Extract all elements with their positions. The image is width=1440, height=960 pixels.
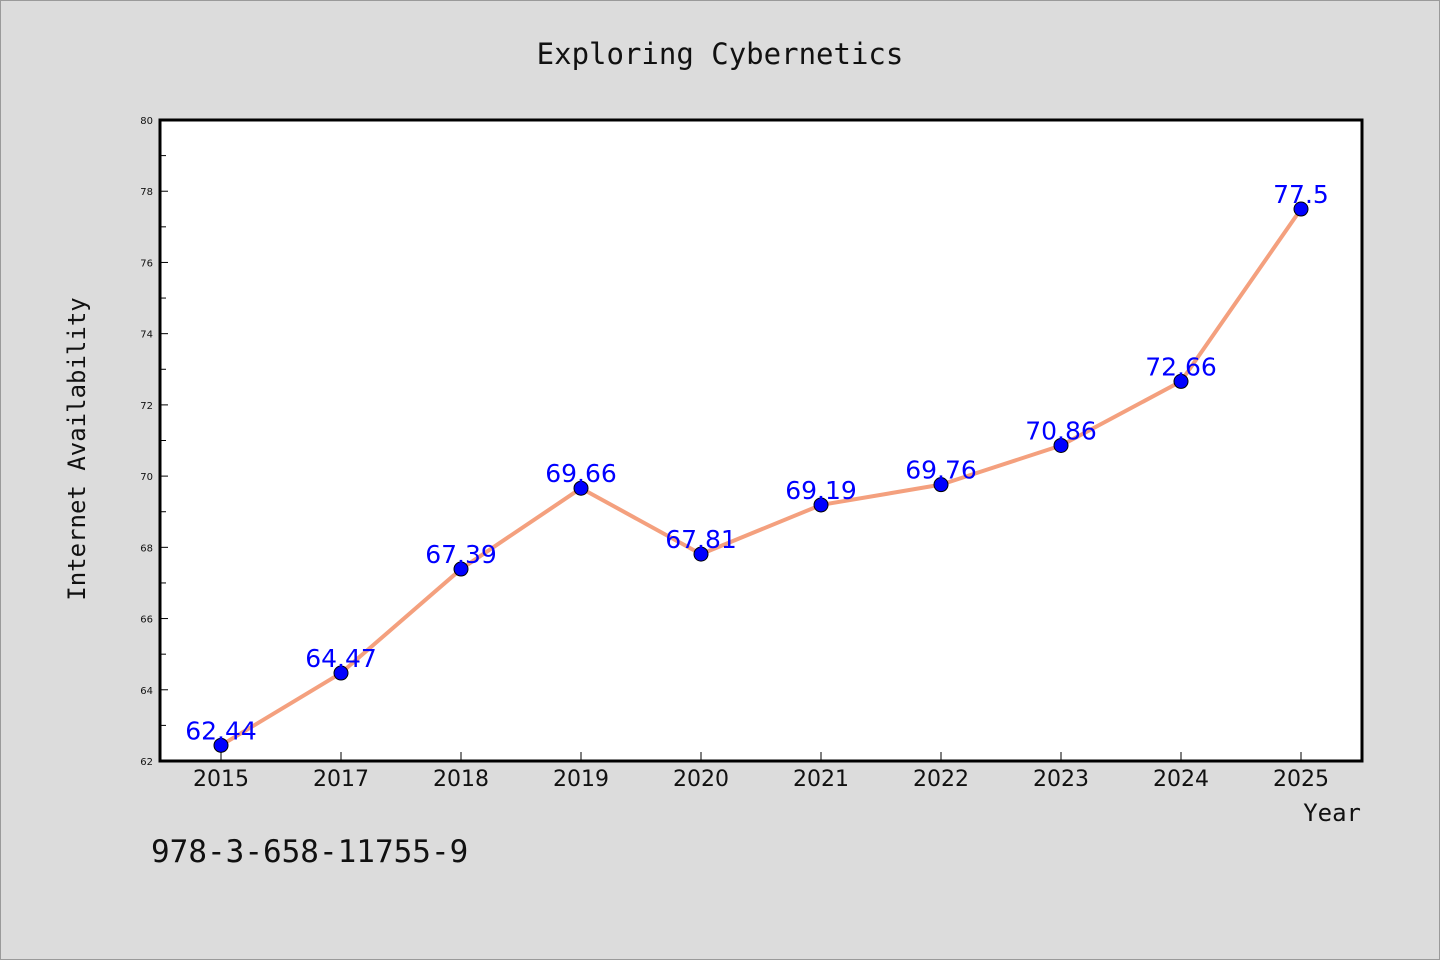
- y-tick-label: 66: [140, 615, 153, 626]
- x-tick-label: 2023: [1033, 767, 1089, 792]
- y-tick-label: 70: [140, 472, 153, 483]
- data-label: 67.39: [425, 540, 497, 569]
- x-tick-label: 2024: [1153, 767, 1209, 792]
- y-tick-label: 78: [140, 187, 153, 198]
- y-tick-label: 74: [140, 330, 153, 341]
- data-label: 72.66: [1145, 352, 1217, 381]
- data-point: [1293, 201, 1309, 217]
- y-tick-label: 64: [140, 686, 153, 697]
- data-label: 64.47: [305, 644, 377, 673]
- data-label: 70.86: [1025, 416, 1097, 445]
- data-point: [453, 561, 469, 577]
- y-tick-label: 76: [140, 258, 153, 269]
- data-point: [213, 737, 229, 753]
- data-label: 62.44: [185, 716, 257, 745]
- x-tick-label: 2019: [553, 767, 609, 792]
- data-point: [333, 665, 349, 681]
- data-point: [813, 497, 829, 513]
- data-label: 77.5: [1273, 180, 1329, 209]
- x-axis-label: Year: [1303, 799, 1361, 827]
- y-tick-label: 72: [140, 401, 153, 412]
- x-tick-label: 2021: [793, 767, 849, 792]
- marker-group: [213, 201, 1309, 753]
- data-label: 67.81: [665, 525, 737, 554]
- y-tick-label: 80: [140, 116, 153, 127]
- x-tick-label: 2022: [913, 767, 969, 792]
- x-tick-label: 2025: [1273, 767, 1329, 792]
- series-line: [219, 207, 1303, 748]
- data-point: [1173, 373, 1189, 389]
- data-point: [693, 546, 709, 562]
- y-tick-label: 62: [140, 757, 153, 768]
- chart-title: Exploring Cybernetics: [537, 37, 904, 71]
- series-line-group: [219, 207, 1303, 748]
- x-axis: 2015 2017 2018 2019 2020 2021 2022 2023 2024 2025: [193, 752, 1329, 792]
- data-point: [573, 480, 589, 496]
- y-tick-label: 68: [140, 543, 153, 554]
- y-axis: 62 64 66 68 70 72 74 76 78 80: [140, 116, 168, 768]
- data-label: 69.76: [905, 456, 977, 485]
- x-tick-label: 2018: [433, 767, 489, 792]
- x-tick-label: 2017: [313, 767, 369, 792]
- data-point: [933, 477, 949, 493]
- data-label: 69.66: [545, 459, 617, 488]
- data-label: 69.19: [785, 476, 857, 505]
- data-point: [1053, 437, 1069, 453]
- x-tick-label: 2020: [673, 767, 729, 792]
- isbn-text: 978-3-658-11755-9: [151, 834, 469, 870]
- y-axis-label: Internet Availability: [63, 297, 91, 600]
- data-label-group: 62.44 64.47 67.39 69.66 67.81 69.19 69.76 70.86…: [185, 180, 1329, 745]
- x-tick-label: 2015: [193, 767, 249, 792]
